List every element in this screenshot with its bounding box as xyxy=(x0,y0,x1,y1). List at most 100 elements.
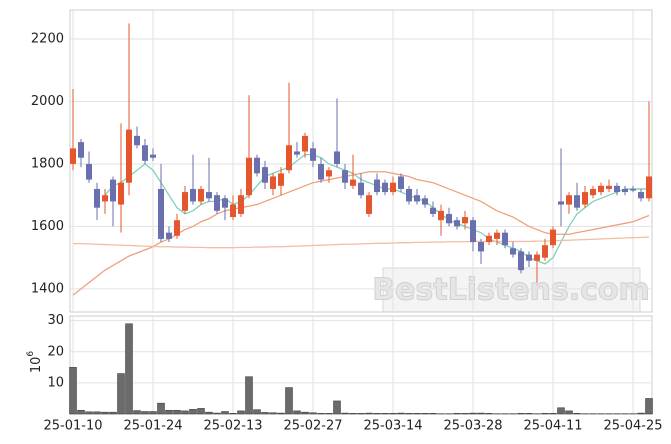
watermark-box xyxy=(382,267,641,313)
candle-body xyxy=(230,204,236,218)
x-tick-label: 25-02-13 xyxy=(203,419,262,434)
volume-bar xyxy=(213,412,221,415)
volume-bar xyxy=(477,412,485,415)
volume-bar xyxy=(93,411,101,415)
candle-body xyxy=(582,192,588,205)
candle-body xyxy=(382,182,388,193)
candle-body xyxy=(286,145,292,171)
volume-bar xyxy=(525,413,533,415)
volume-bar xyxy=(365,412,373,415)
volume-bar xyxy=(85,411,93,415)
y-tick-label: 20 xyxy=(47,344,64,359)
candle-body xyxy=(310,148,316,161)
y-label-exponent: 6 xyxy=(26,351,36,357)
volume-bar xyxy=(253,409,261,415)
candle-body xyxy=(134,135,140,146)
volume-bar xyxy=(189,409,197,415)
volume-bar xyxy=(221,411,229,415)
candle-body xyxy=(238,195,244,214)
y-axis-label: 106 xyxy=(26,351,44,374)
candle-body xyxy=(358,182,364,196)
volume-bar xyxy=(205,411,213,415)
candle-body xyxy=(182,192,188,211)
volume-bar xyxy=(117,373,125,415)
volume-bar xyxy=(125,323,133,415)
x-tick-label: 25-02-27 xyxy=(283,419,342,434)
x-tick-label: 25-01-24 xyxy=(123,419,182,434)
candle-body xyxy=(166,232,172,239)
volume-bar xyxy=(69,367,77,415)
volume-bar xyxy=(245,376,253,415)
x-tick-label: 25-04-11 xyxy=(523,419,582,434)
volume-bar xyxy=(133,410,141,415)
y-label-base: 10 xyxy=(29,357,44,374)
watermark: BestListens.com xyxy=(372,273,650,308)
candle-body xyxy=(246,157,252,196)
volume-bar xyxy=(173,410,181,415)
candle-body xyxy=(526,254,532,261)
candle-body xyxy=(398,176,404,189)
x-tick-label: 25-03-28 xyxy=(443,419,502,434)
candle-body xyxy=(262,167,268,183)
candle-body xyxy=(518,251,524,271)
candle-body xyxy=(78,142,84,158)
candle-body xyxy=(142,145,148,161)
volume-bar xyxy=(109,411,117,415)
candle-body xyxy=(222,198,228,208)
volume-bar xyxy=(317,413,325,415)
candle-body xyxy=(334,151,340,164)
volume-bar xyxy=(485,413,493,415)
x-tick-label: 25-01-10 xyxy=(43,419,102,434)
volume-bar xyxy=(573,413,581,415)
candle-body xyxy=(206,192,212,199)
candle-body xyxy=(366,195,372,214)
y-tick-label: 1400 xyxy=(31,281,64,296)
candle-body xyxy=(470,220,476,243)
volume-bar xyxy=(293,410,301,415)
volume-bar xyxy=(645,398,653,415)
volume-bar xyxy=(357,413,365,415)
candle-body xyxy=(502,232,508,246)
candle-body xyxy=(350,179,356,186)
candle-body xyxy=(270,176,276,189)
candle-body xyxy=(534,254,540,261)
volume-bar xyxy=(405,413,413,415)
candle-body xyxy=(510,248,516,255)
candle-body xyxy=(110,179,116,202)
candle-body xyxy=(118,182,124,205)
y-tick-label: 2200 xyxy=(31,32,64,47)
candle-body xyxy=(374,179,380,193)
volume-bar xyxy=(421,413,429,415)
candle-body xyxy=(478,242,484,252)
candle-body xyxy=(462,217,468,224)
volume-bar xyxy=(149,411,157,415)
candle-body xyxy=(574,195,580,208)
volume-bar xyxy=(157,402,165,415)
y-tick-label: 2000 xyxy=(31,94,64,109)
candle-body xyxy=(606,185,612,189)
x-tick-label: 25-03-14 xyxy=(363,419,422,434)
y-tick-label: 10 xyxy=(47,375,64,390)
candle-body xyxy=(590,188,596,196)
candle-body xyxy=(342,170,348,183)
volume-bar xyxy=(333,400,341,415)
candle-body xyxy=(190,188,196,202)
candle-body xyxy=(294,151,300,155)
candle-body xyxy=(494,232,500,239)
candle-body xyxy=(326,170,332,177)
candle-body xyxy=(566,195,572,205)
candle-body xyxy=(150,154,156,158)
volume-bar xyxy=(461,413,469,415)
volume-bar xyxy=(373,413,381,415)
candle-body xyxy=(622,188,628,193)
volume-bar xyxy=(557,407,565,415)
candle-body xyxy=(406,188,412,202)
candle-body xyxy=(174,220,180,236)
candle-body xyxy=(614,185,620,193)
volume-bar xyxy=(285,387,293,415)
candle-body xyxy=(598,185,604,193)
volume-bar xyxy=(389,413,397,415)
y-tick-label: 1600 xyxy=(31,219,64,234)
candle-body xyxy=(646,176,652,199)
